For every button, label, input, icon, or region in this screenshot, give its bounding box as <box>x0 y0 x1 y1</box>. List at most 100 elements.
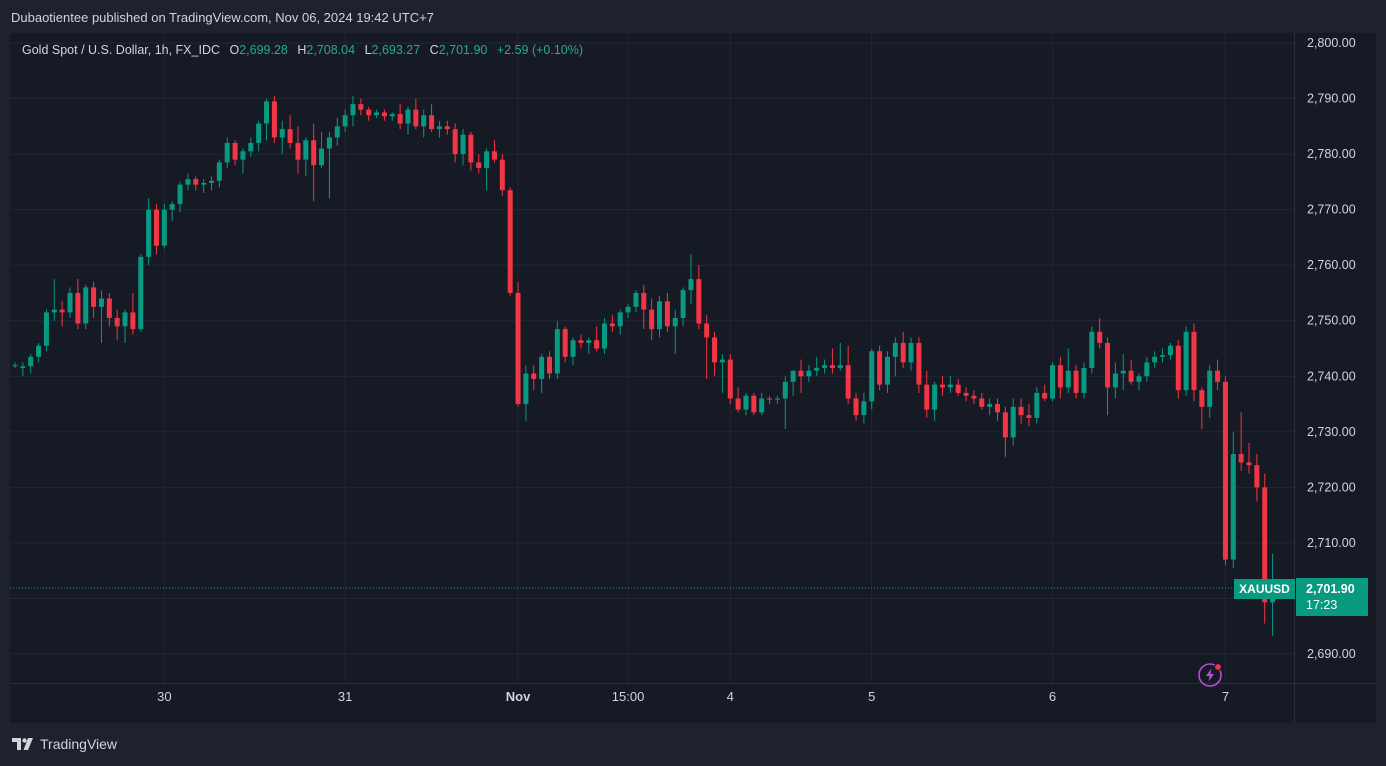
candle <box>515 281 521 407</box>
price-tick-label: 2,780.00 <box>1307 147 1356 161</box>
candle <box>892 337 898 377</box>
candle-body <box>1167 345 1173 356</box>
candle <box>932 381 938 421</box>
candle <box>1262 473 1268 624</box>
lightning-icon[interactable] <box>1196 661 1224 689</box>
candle <box>664 292 670 332</box>
time-tick-label: Nov <box>506 689 531 704</box>
candle-body <box>539 356 545 380</box>
candle-body <box>224 142 230 163</box>
candle-body <box>193 179 199 185</box>
candle-body <box>1136 376 1142 382</box>
candle <box>413 98 419 130</box>
candle <box>743 392 749 416</box>
candle <box>1175 340 1181 399</box>
candle <box>358 98 364 116</box>
candle-body <box>59 309 65 313</box>
candle <box>499 154 505 196</box>
candle-body <box>1175 345 1181 391</box>
candle <box>1073 365 1079 399</box>
candle <box>311 123 317 202</box>
price-tick-label: 2,770.00 <box>1307 203 1356 217</box>
candle <box>884 351 890 393</box>
candle-body <box>578 340 584 343</box>
candle-body <box>680 290 686 318</box>
candle-body <box>1073 370 1079 393</box>
candle-body <box>350 104 356 116</box>
candle-body <box>884 356 890 385</box>
candle-body <box>334 126 340 138</box>
price-chart[interactable]: 2,690.002,700.002,710.002,720.002,730.00… <box>10 33 1376 723</box>
candle <box>436 120 442 138</box>
candle <box>641 284 647 330</box>
instrument-legend[interactable]: Gold Spot / U.S. Dollar, 1h, FX_IDC O2,6… <box>22 43 583 57</box>
candle-body <box>1105 342 1111 388</box>
candle-body <box>499 159 505 191</box>
candle <box>232 140 238 166</box>
candle <box>782 376 788 430</box>
candle <box>1120 354 1126 391</box>
candle-body <box>209 180 214 183</box>
low-label: L <box>364 43 372 57</box>
candle-body <box>908 342 914 363</box>
price-axis-separator <box>10 33 1376 723</box>
candle-body <box>570 340 576 357</box>
candle <box>939 376 945 396</box>
price-tick-label: 2,800.00 <box>1307 36 1356 50</box>
candle-body <box>932 384 938 410</box>
candle-body <box>719 359 725 363</box>
candle-body <box>381 112 387 117</box>
candle-body <box>405 109 411 124</box>
candle <box>491 140 497 163</box>
candle <box>114 309 120 341</box>
candle <box>319 131 325 168</box>
candle <box>161 204 167 249</box>
candle-body <box>1112 373 1118 388</box>
candle-body <box>75 292 81 324</box>
chart-panel[interactable]: 2,690.002,700.002,710.002,720.002,730.00… <box>10 33 1376 723</box>
candle <box>452 123 458 163</box>
candle <box>570 337 576 366</box>
candle <box>295 126 301 174</box>
candle <box>727 354 733 405</box>
candle <box>947 376 953 393</box>
candle-body <box>43 312 49 346</box>
candle <box>995 398 1000 421</box>
candle-body <box>67 292 73 313</box>
candle-body <box>523 373 529 405</box>
candle <box>672 309 678 355</box>
candle-body <box>507 190 513 293</box>
candle-body <box>696 279 702 324</box>
candle <box>704 315 710 380</box>
candle-body <box>51 309 57 313</box>
candle <box>397 104 403 130</box>
candle <box>83 284 89 330</box>
candle <box>790 370 796 396</box>
candle <box>153 204 159 255</box>
candle-body <box>727 359 733 399</box>
candle <box>554 320 560 380</box>
candle <box>43 309 49 352</box>
time-axis[interactable]: 30 31 Nov 15:00 4 5 6 7 <box>157 689 1229 704</box>
candle-body <box>1254 465 1260 488</box>
candle-body <box>955 384 961 393</box>
price-axis[interactable]: 2,690.002,700.002,710.002,720.002,730.00… <box>1307 36 1356 661</box>
candle <box>429 104 435 132</box>
candle <box>374 109 380 118</box>
candle <box>586 337 592 355</box>
candle <box>987 398 993 416</box>
price-tick-label: 2,710.00 <box>1307 536 1356 550</box>
candle-body <box>91 287 97 307</box>
candle <box>1207 365 1213 418</box>
symbol-price-tag: XAUUSD <box>1234 579 1295 599</box>
candle <box>224 137 230 168</box>
candle <box>837 342 843 371</box>
brand-footer[interactable]: TradingView <box>12 736 117 752</box>
candle-body <box>201 182 207 185</box>
candle <box>334 117 340 146</box>
candle-body <box>1191 331 1197 391</box>
candle-body <box>216 162 222 181</box>
candle-body <box>837 365 843 368</box>
candle-body <box>602 323 607 349</box>
candle-body <box>916 342 922 385</box>
